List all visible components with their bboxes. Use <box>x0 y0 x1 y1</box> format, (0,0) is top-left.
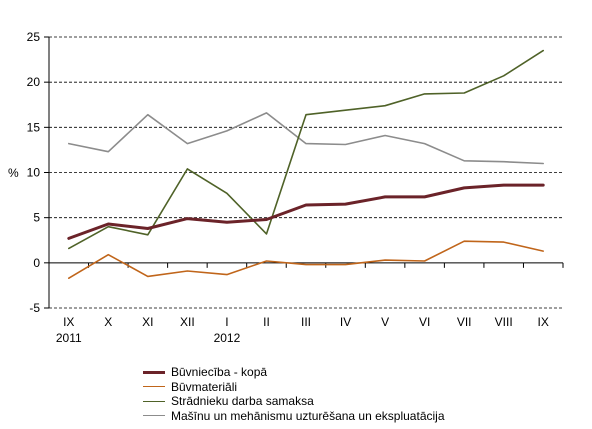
y-tick-label: 20 <box>27 75 41 89</box>
y-tick-label: 25 <box>27 30 41 44</box>
legend-swatch <box>143 400 165 402</box>
legend-item: Būvmateriāli <box>143 380 445 395</box>
series-line <box>67 183 545 240</box>
x-tick-label: IV <box>340 315 351 329</box>
y-tick-label: 0 <box>33 256 40 270</box>
x-tick-label: XII <box>180 315 195 329</box>
y-tick-labels: -5 0 5 10 15 20 25 <box>27 30 41 315</box>
x-tick-label: IX <box>63 315 74 329</box>
legend-swatch <box>143 386 165 388</box>
series-lines <box>67 49 545 280</box>
x-tick-label: VIII <box>495 315 513 329</box>
legend-label: Būvmateriāli <box>171 379 238 394</box>
x-tick-label: VII <box>457 315 472 329</box>
legend-label: Mašīnu un mehānismu uzturēšana un eksplu… <box>171 408 445 423</box>
y-tick-label: 10 <box>27 166 41 180</box>
x-tick-label: V <box>381 315 389 329</box>
y-tick-label: 5 <box>33 211 40 225</box>
legend-label: Būvniecība - kopā <box>171 365 268 380</box>
series-line <box>68 240 545 280</box>
legend-item: Būvniecība - kopā <box>143 365 445 380</box>
x-tick-label: I <box>225 315 228 329</box>
legend-label: Strādnieku darba samaksa <box>171 394 314 409</box>
legend-item: Mašīnu un mehānismu uzturēšana un eksplu… <box>143 409 445 424</box>
year-label: 2011 <box>56 331 82 345</box>
series-line <box>68 112 545 165</box>
x-tick-label: II <box>263 315 270 329</box>
y-tick-label: 15 <box>27 120 41 134</box>
x-tick-label: XI <box>142 315 153 329</box>
x-tick-label: X <box>104 315 112 329</box>
y-axis-label: % <box>8 166 19 180</box>
x-tick-label: III <box>301 315 311 329</box>
gridlines <box>49 36 563 309</box>
legend: Būvniecība - kopā Būvmateriāli Strādnieku … <box>143 365 445 423</box>
legend-swatch <box>143 370 165 374</box>
x-tick-label: IX <box>538 315 549 329</box>
year-label: 2012 <box>214 331 241 345</box>
series-line <box>68 49 545 250</box>
legend-swatch <box>143 415 165 417</box>
x-tick-label: VI <box>419 315 430 329</box>
y-tick-label: -5 <box>29 301 40 315</box>
axes <box>44 36 564 309</box>
legend-item: Strādnieku darba samaksa <box>143 394 445 409</box>
